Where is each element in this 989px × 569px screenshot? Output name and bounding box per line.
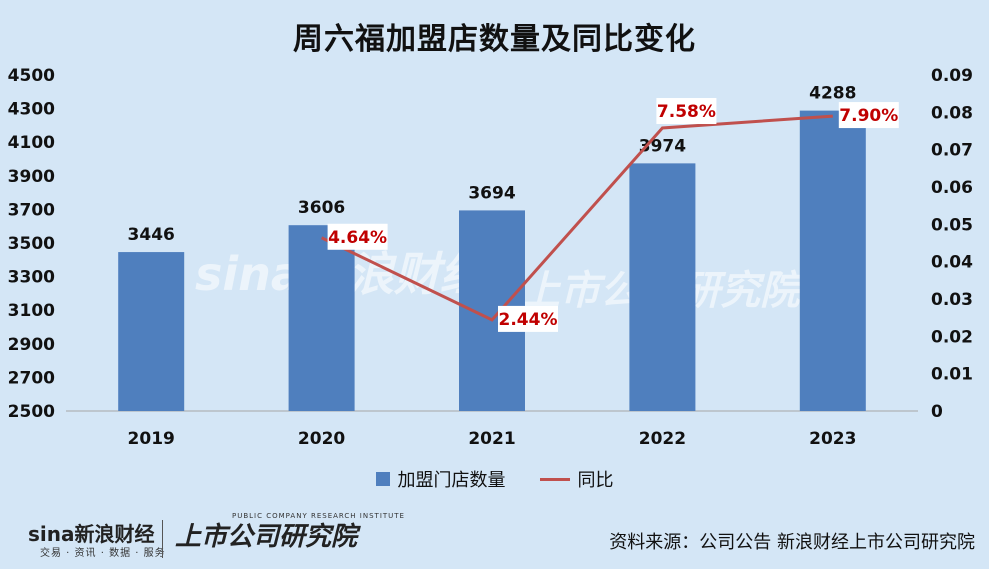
legend-item-bar: 加盟门店数量: [375, 466, 506, 492]
line-label-box: [498, 305, 558, 332]
bar-value-label: 3606: [298, 198, 345, 218]
y-left-tick-label: 2500: [8, 402, 55, 422]
y-right-tick-label: 0.09: [931, 66, 973, 86]
footer-separator: [162, 520, 163, 558]
chart-legend: 加盟门店数量 同比: [0, 466, 989, 492]
line-label-box: [327, 223, 388, 250]
bar-value-label: 3694: [468, 183, 515, 203]
y-right-tick-label: 0.03: [931, 290, 973, 310]
bar-value-label: 4288: [809, 84, 856, 104]
line-label-box: [656, 98, 717, 125]
chart-plot: 2500 2700 2900 3100 3300 3500 3700 3900 4100 4300…: [8, 66, 973, 449]
line-value-label: 7.90%: [839, 106, 898, 126]
institute-logo: 上市公司研究院: [175, 522, 358, 552]
y-right-tick-label: 0.08: [931, 103, 973, 123]
x-tick-label: 2021: [468, 429, 515, 449]
footer: sina新浪财经 交易 · 资讯 · 数据 · 服务 PUBLIC COMPAN…: [0, 510, 989, 569]
y-left-tick-label: 4500: [8, 66, 55, 86]
y-left-tick-label: 3500: [8, 234, 55, 254]
y-left-tick-label: 4100: [8, 133, 55, 153]
data-source: 资料来源：公司公告 新浪财经上市公司研究院: [609, 532, 975, 553]
y-left-tick-label: 2700: [8, 368, 55, 388]
chart-title: 周六福加盟店数量及同比变化: [293, 22, 696, 57]
y-left-tick-label: 2900: [8, 335, 55, 355]
y-left-tick-label: 3900: [8, 167, 55, 187]
y-right-tick-label: 0.01: [931, 365, 973, 385]
legend-label-line: 同比: [577, 470, 614, 491]
x-tick-label: 2020: [298, 429, 345, 449]
line-value-label: 2.44%: [499, 310, 558, 330]
institute-english: PUBLIC COMPANY RESEARCH INSTITUTE: [232, 512, 405, 520]
y-right-tick-label: 0.04: [931, 253, 973, 273]
line-series: [320, 114, 833, 322]
y-right-tick-label: 0: [931, 402, 943, 422]
line-value-label: 7.58%: [657, 102, 716, 122]
y-left-tick-label: 3100: [8, 301, 55, 321]
sina-logo-subtitle: 交易 · 资讯 · 数据 · 服务: [40, 548, 166, 559]
bar: [629, 163, 696, 411]
bar: [799, 110, 866, 411]
sina-logo: sina新浪财经: [28, 522, 155, 546]
bar-value-label: 3446: [128, 225, 175, 245]
legend-item-line: 同比: [539, 466, 614, 492]
y-left-tick-label: 4300: [8, 100, 55, 120]
x-tick-label: 2023: [809, 429, 856, 449]
line-value-label: 4.64%: [328, 228, 387, 248]
y-left-tick-label: 3700: [8, 200, 55, 220]
legend-swatch-line: [539, 477, 570, 481]
y-left-tick-label: 3300: [8, 268, 55, 288]
legend-label-bar: 加盟门店数量: [397, 470, 506, 491]
x-tick-label: 2019: [128, 429, 175, 449]
legend-swatch-bar: [375, 472, 390, 486]
bar: [118, 252, 185, 411]
y-right-tick-label: 0.05: [931, 215, 973, 235]
bar: [288, 225, 355, 411]
line-label-box: [838, 102, 899, 129]
y-right-tick-label: 0.02: [931, 327, 973, 347]
x-tick-label: 2022: [639, 429, 686, 449]
y-right-tick-label: 0.07: [931, 141, 973, 161]
y-right-tick-label: 0.06: [931, 178, 973, 198]
